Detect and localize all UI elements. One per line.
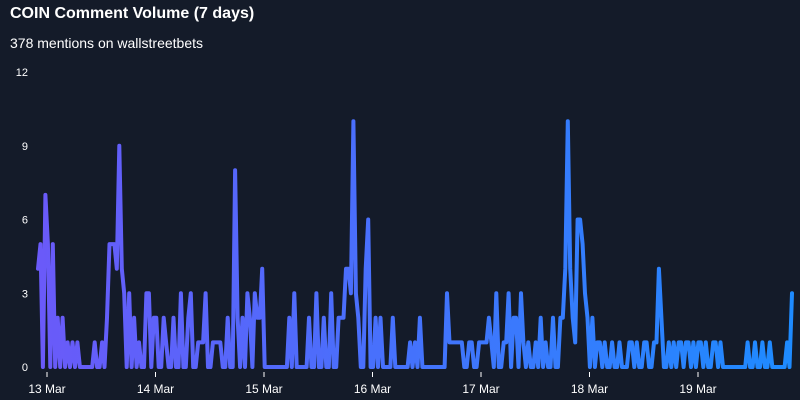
y-tick-label: 6 bbox=[22, 215, 28, 227]
x-tick-label: 19 Mar bbox=[679, 382, 716, 396]
chart-title: COIN Comment Volume (7 days) bbox=[10, 5, 255, 22]
y-tick-label: 9 bbox=[22, 141, 28, 153]
series-layer bbox=[36, 119, 794, 369]
y-tick-label: 12 bbox=[16, 67, 28, 79]
x-tick-label: 14 Mar bbox=[137, 382, 174, 396]
x-tick-label: 15 Mar bbox=[245, 382, 282, 396]
series-line bbox=[36, 119, 794, 369]
x-tick-label: 13 Mar bbox=[28, 382, 65, 396]
x-tick-label: 17 Mar bbox=[462, 382, 499, 396]
y-tick-label: 3 bbox=[22, 288, 28, 300]
x-tick-label: 18 Mar bbox=[571, 382, 608, 396]
x-tick-label: 16 Mar bbox=[354, 382, 391, 396]
chart-subtitle: 378 mentions on wallstreetbets bbox=[10, 35, 203, 51]
y-tick-label: 0 bbox=[22, 362, 28, 374]
x-axis: 13 Mar 14 Mar 15 Mar 16 Mar 17 Mar 18 Mar 19 M… bbox=[28, 372, 717, 396]
y-axis: 0 3 6 9 12 bbox=[16, 67, 28, 374]
